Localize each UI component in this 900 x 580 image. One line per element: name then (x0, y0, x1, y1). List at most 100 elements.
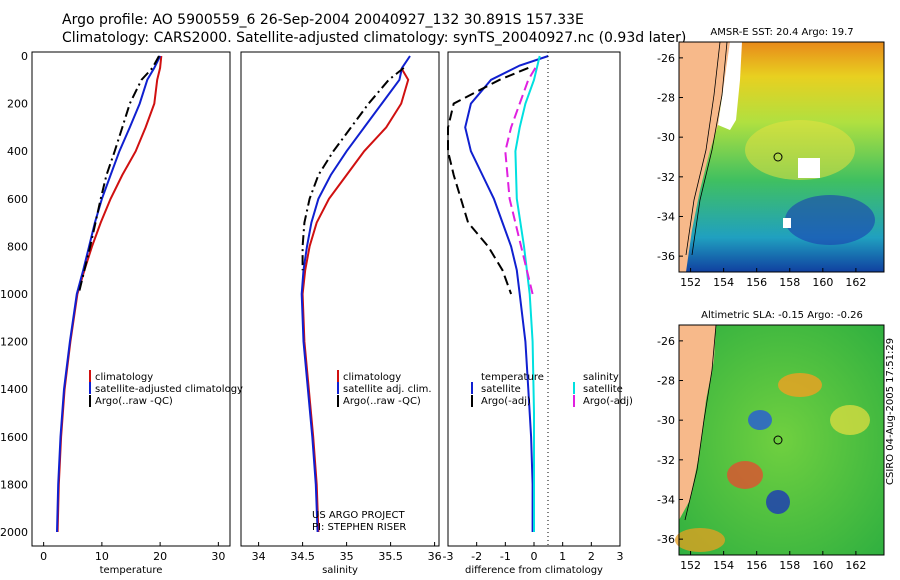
series-line (300, 55, 411, 533)
lat-tick-label: -28 (657, 375, 675, 388)
x-tick-label: 34 (252, 550, 266, 563)
float-location-marker (773, 435, 783, 445)
legend-label: climatology (343, 372, 401, 383)
coastline (684, 324, 717, 521)
legend-label: Argo(-adj) (481, 396, 531, 407)
depth-tick-label: 2000 (0, 526, 28, 539)
lon-tick-label: 152 (680, 559, 701, 572)
x-tick-label: 3 (617, 550, 624, 563)
legend-label: satellite (583, 384, 623, 395)
series-line (447, 66, 529, 295)
lon-tick-label: 160 (812, 559, 833, 572)
sla-map-frame (678, 324, 885, 556)
x-tick-label: 0 (40, 550, 47, 563)
depth-tick-label: 200 (7, 98, 28, 111)
float-location-marker (773, 152, 783, 162)
sla-map-ticks: 152 154 156 158 160 162 -26 -28 -30 -32 -34 -36 (657, 335, 866, 572)
lat-tick-label: -36 (657, 533, 675, 546)
lat-tick-label: -26 (657, 52, 675, 65)
lon-tick-label: 154 (713, 559, 734, 572)
credit-line-2: PI: STEPHEN RISER (312, 522, 406, 533)
sst-map-ticks: 152 154 156 158 160 162 -26 -28 -30 -32 -34 -36 (657, 52, 866, 289)
sst-cool-patch (785, 195, 875, 245)
series-line (301, 67, 405, 271)
depth-tick-label: 1000 (0, 288, 28, 301)
lon-tick-label: 158 (779, 559, 800, 572)
lon-tick-label: 160 (812, 276, 833, 289)
salinity-panel-frame (240, 51, 440, 547)
figure-title-line1: Argo profile: AO 5900559_6 26-Sep-2004 2… (62, 12, 584, 28)
x-tick-label: 1 (559, 550, 566, 563)
lon-tick-label: 154 (713, 276, 734, 289)
lon-tick-label: 156 (746, 276, 767, 289)
lat-tick-label: -30 (657, 414, 675, 427)
x-tick-label: 10 (95, 550, 109, 563)
figure-title-line2: Climatology: CARS2000. Satellite-adjuste… (62, 30, 686, 46)
legend-label: climatology (95, 372, 153, 383)
series-line (504, 67, 537, 295)
legend-title-temperature: temperature (481, 372, 544, 383)
depth-tick-label: 400 (7, 145, 28, 158)
salinity-axis-label: salinity (322, 565, 358, 576)
depth-tick-label: 0 (21, 50, 28, 63)
legend-label: satellite (481, 384, 521, 395)
series-line (464, 55, 549, 532)
temperature-legend: climatology satellite-adjusted climatolo… (89, 370, 243, 407)
sla-high-eddy (830, 405, 870, 435)
x-tick-label: -2 (471, 550, 482, 563)
coastline (691, 41, 728, 256)
series-line (56, 55, 163, 533)
depth-tick-label: 600 (7, 193, 28, 206)
credit-line-1: US ARGO PROJECT (312, 510, 406, 521)
x-tick-label: 36 (428, 550, 442, 563)
lat-tick-label: -28 (657, 92, 675, 105)
salinity-plot: 34 34.5 35 35.5 36 (252, 55, 442, 563)
temperature-axis-label: temperature (100, 565, 163, 576)
x-tick-label: 2 (588, 550, 595, 563)
x-tick-label: 20 (153, 550, 167, 563)
lat-tick-label: -34 (657, 210, 675, 223)
difference-plot: -3 -2 -1 0 1 2 3 (443, 55, 624, 563)
sla-high-eddy (727, 461, 763, 489)
legend-label: Argo(-adj) (583, 396, 633, 407)
legend-label: Argo(..raw -QC) (95, 396, 173, 407)
lat-tick-label: -26 (657, 335, 675, 348)
sla-map: Altimetric SLA: -0.15 Argo: -0.26 152 154… (657, 310, 885, 572)
isobath (685, 41, 721, 256)
sla-high-eddy (675, 528, 725, 552)
x-tick-label: 35.5 (378, 550, 403, 563)
difference-legend: temperature satellite Argo(-adj) salinit… (471, 372, 633, 407)
series-line (77, 55, 160, 295)
sla-low-eddy (748, 410, 772, 430)
x-tick-label: 34.5 (290, 550, 315, 563)
lat-tick-label: -36 (657, 250, 675, 263)
sst-map-title: AMSR-E SST: 20.4 Argo: 19.7 (710, 27, 853, 38)
x-tick-label: -1 (500, 550, 511, 563)
depth-tick-label: 1800 (0, 478, 28, 491)
temperature-plot: 0 10 20 30 (40, 55, 225, 563)
sst-map-frame (678, 41, 885, 273)
sla-map-title: Altimetric SLA: -0.15 Argo: -0.26 (701, 310, 863, 321)
lat-tick-label: -32 (657, 454, 675, 467)
lat-tick-label: -34 (657, 493, 675, 506)
legend-label: satellite adj. clim. (343, 384, 432, 395)
lon-tick-label: 152 (680, 276, 701, 289)
x-tick-label: -3 (443, 550, 454, 563)
lon-tick-label: 156 (746, 559, 767, 572)
series-line (301, 67, 410, 533)
x-tick-label: 35 (340, 550, 354, 563)
depth-axis: 0 200 400 600 800 1000 1200 1400 1600 1800 2000 (0, 50, 28, 539)
x-tick-label: 0 (531, 550, 538, 563)
sst-missing-data (718, 42, 742, 130)
australia-land (679, 325, 716, 520)
sst-map: AMSR-E SST: 20.4 Argo: 19.7 152 154 156 158… (657, 27, 885, 289)
difference-axis-label: difference from climatology (465, 565, 603, 576)
sla-high-eddy (778, 373, 822, 397)
temperature-panel-frame (31, 51, 231, 547)
lon-tick-label: 162 (845, 559, 866, 572)
depth-tick-label: 800 (7, 240, 28, 253)
sla-low-eddy (766, 490, 790, 514)
legend-title-salinity: salinity (583, 372, 619, 383)
timestamp-note: CSIRO 04-Aug-2005 17:51:29 (885, 338, 896, 485)
